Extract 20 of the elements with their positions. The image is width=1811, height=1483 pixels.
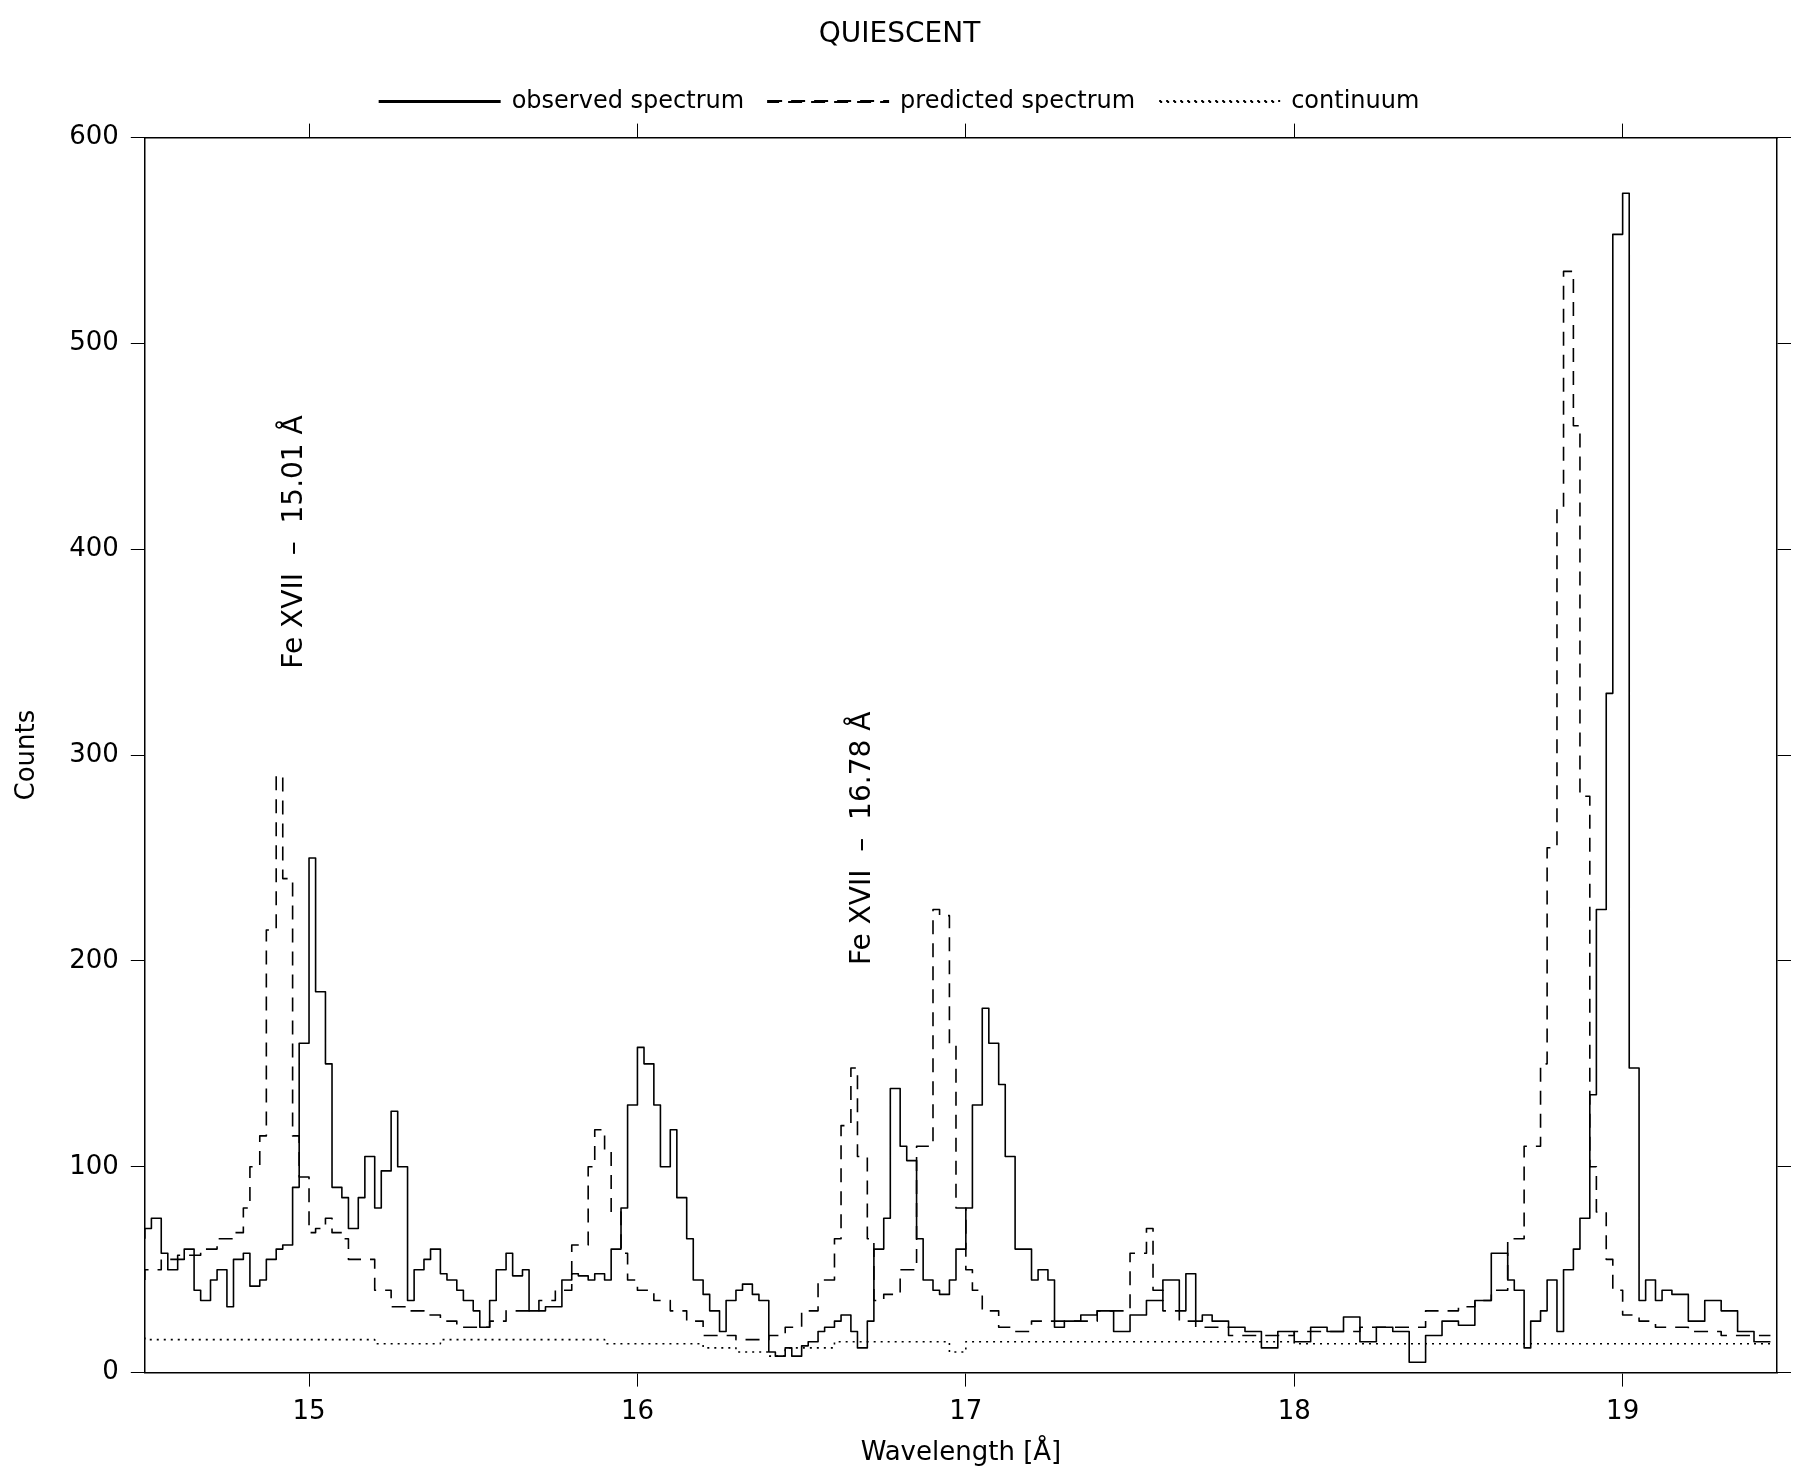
legend-label: predicted spectrum: [900, 85, 1136, 114]
y-tick-label: 0: [102, 1355, 119, 1386]
y-tick-label: 300: [69, 737, 119, 768]
annotation: Fe XVII – 15.01 Å: [275, 415, 310, 669]
y-axis-title: Counts: [10, 709, 41, 801]
legend-label: continuum: [1291, 85, 1420, 114]
y-tick-label: 500: [69, 326, 119, 357]
legend-label: observed spectrum: [511, 85, 745, 114]
y-tick-label: 100: [69, 1149, 119, 1180]
annotation: Fe XVII – 16.78 Å: [843, 711, 878, 966]
x-axis-title: Wavelength [Å]: [860, 1435, 1062, 1467]
x-tick-label: 18: [1277, 1394, 1311, 1425]
x-tick-label: 19: [1606, 1394, 1640, 1425]
x-tick-label: 17: [949, 1394, 983, 1425]
x-tick-label: 16: [620, 1394, 654, 1425]
y-tick-label: 200: [69, 943, 119, 974]
y-tick-label: 600: [69, 120, 119, 151]
y-tick-label: 400: [69, 532, 119, 563]
x-tick-label: 15: [292, 1394, 326, 1425]
chart-title: QUIESCENT: [818, 16, 982, 50]
